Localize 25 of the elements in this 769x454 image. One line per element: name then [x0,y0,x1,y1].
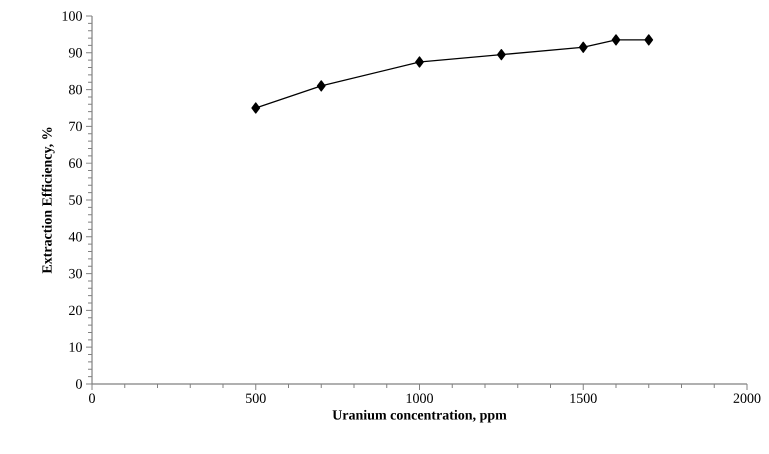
y-axis-title: Extraction Efficiency, % [42,128,55,274]
x-axis-title: Uranium concentration, ppm [332,410,507,423]
y-tick-label: 30 [69,268,82,278]
x-tick-label: 500 [246,394,266,403]
y-tick-label: 50 [69,195,82,205]
point [415,56,424,68]
y-tick-label: 80 [69,84,82,94]
y-tick-label: 100 [62,11,82,21]
x-tick-label: 1000 [406,394,433,403]
point [644,34,654,46]
x-tick-label: 2000 [734,394,760,403]
y-tick-label: 40 [68,232,82,242]
x-tick-label: 0 [89,394,95,403]
point [251,102,260,114]
point [316,80,326,92]
y-tick-label: 0 [76,379,82,389]
y-tick-label: 60 [69,158,82,168]
y-tick-label: 90 [68,48,82,58]
point [578,42,588,53]
point [496,48,506,60]
x-tick-label: 1500 [570,394,597,403]
point [612,34,620,46]
y-tick-label: 10 [70,342,82,352]
y-tick-label: 70 [69,122,82,132]
y-tick-label: 20 [69,306,82,316]
